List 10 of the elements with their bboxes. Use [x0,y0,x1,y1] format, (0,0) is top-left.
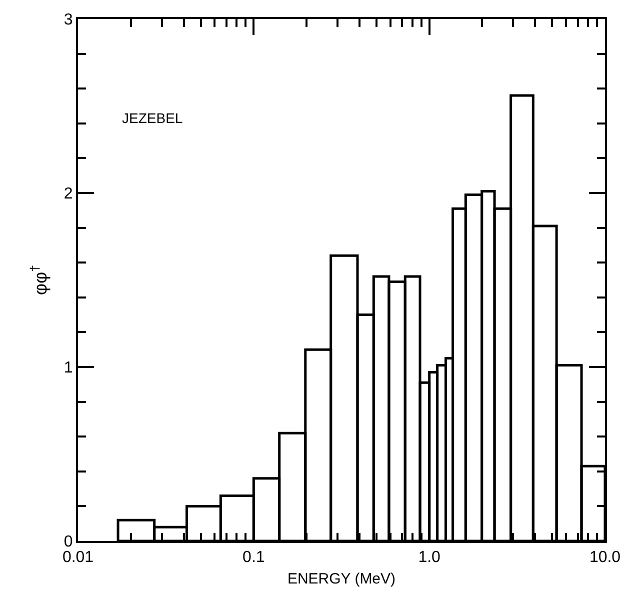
x-axis-title: ENERGY (MeV) [287,570,396,588]
y-tick-label: 0 [64,534,73,551]
x-tick-label: 1.0 [418,549,441,566]
annotation: JEZEBEL [122,110,183,126]
y-tick-label: 2 [64,186,73,203]
y-tick-label: 1 [64,360,73,377]
x-tick-label: 0.1 [242,549,265,566]
y-tick-label: 3 [64,12,73,29]
x-tick-label: 10.0 [589,549,621,566]
x-tick-label: 0.01 [62,549,94,566]
